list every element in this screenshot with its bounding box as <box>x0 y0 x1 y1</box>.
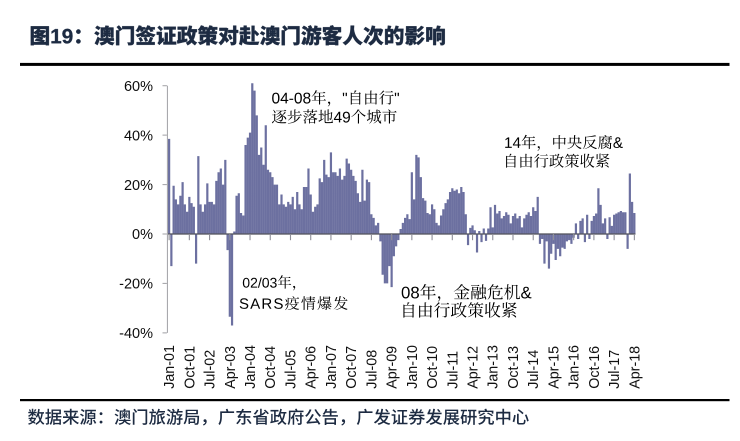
svg-text:Oct-04: Oct-04 <box>263 346 279 389</box>
svg-text:Oct-13: Oct-13 <box>506 346 522 389</box>
svg-text:-20%: -20% <box>119 277 153 293</box>
svg-text:Jul-08: Jul-08 <box>364 350 380 389</box>
svg-text:Jan-10: Jan-10 <box>405 345 421 389</box>
svg-text:Jul-17: Jul-17 <box>607 350 623 389</box>
svg-text:Jan-07: Jan-07 <box>324 345 340 389</box>
svg-text:Apr-18: Apr-18 <box>627 346 643 389</box>
svg-text:-40%: -40% <box>119 326 153 342</box>
svg-text:Jan-04: Jan-04 <box>243 345 259 389</box>
svg-text:40%: 40% <box>124 128 153 144</box>
svg-text:Oct-07: Oct-07 <box>344 346 360 389</box>
svg-text:Apr-06: Apr-06 <box>304 346 320 389</box>
svg-text:Jul-11: Jul-11 <box>445 351 461 389</box>
svg-text:60%: 60% <box>124 79 153 95</box>
svg-text:Apr-12: Apr-12 <box>465 346 481 389</box>
svg-text:Jan-01: Jan-01 <box>162 345 178 389</box>
svg-text:20%: 20% <box>124 178 153 194</box>
svg-text:Jul-02: Jul-02 <box>203 350 219 389</box>
svg-text:Apr-15: Apr-15 <box>546 346 562 389</box>
svg-text:Jul-05: Jul-05 <box>283 350 299 389</box>
svg-text:Apr-09: Apr-09 <box>385 346 401 389</box>
svg-text:Oct-10: Oct-10 <box>425 346 441 389</box>
svg-text:Oct-01: Oct-01 <box>182 346 198 389</box>
svg-text:0%: 0% <box>132 227 153 243</box>
svg-text:Oct-16: Oct-16 <box>587 346 603 389</box>
svg-text:Jan-13: Jan-13 <box>486 345 502 389</box>
svg-text:Jul-14: Jul-14 <box>526 350 542 389</box>
svg-text:Jan-16: Jan-16 <box>567 345 583 389</box>
svg-text:Apr-03: Apr-03 <box>223 346 239 389</box>
